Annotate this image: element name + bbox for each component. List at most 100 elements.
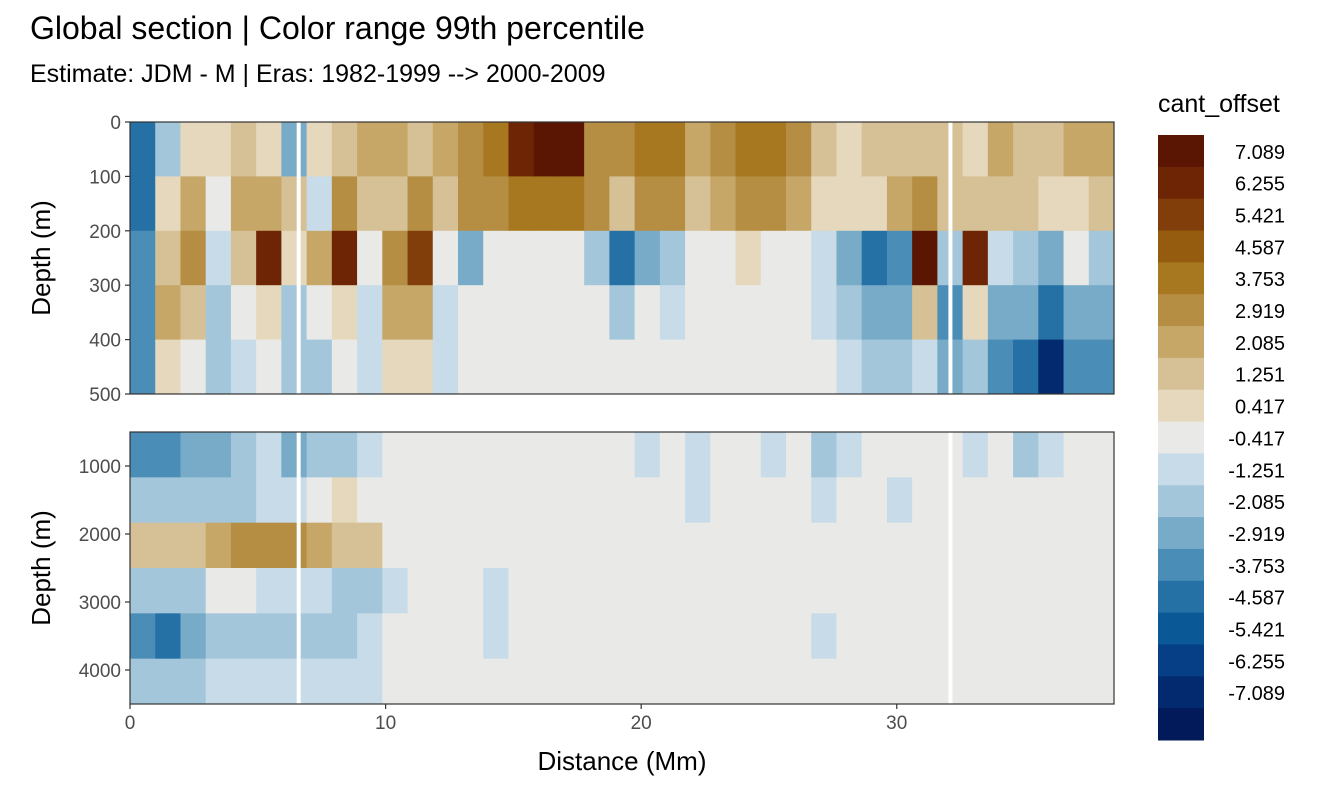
heatmap-cell — [281, 230, 308, 286]
heatmap-cell — [760, 285, 787, 341]
heatmap-cell — [281, 522, 308, 569]
lower-heatmap-cells — [130, 432, 1114, 704]
legend-color-bin — [1158, 548, 1204, 582]
heatmap-cell — [634, 176, 661, 232]
heatmap-cell — [331, 658, 358, 704]
heatmap-cell — [1013, 230, 1039, 286]
heatmap-cell — [306, 339, 333, 394]
heatmap-cell — [912, 658, 938, 704]
heatmap-cell — [987, 339, 1014, 394]
heatmap-cell — [735, 230, 762, 286]
heatmap-cell — [1063, 613, 1090, 660]
heatmap-cell — [1063, 176, 1090, 232]
heatmap-cell — [836, 285, 863, 341]
y-tick-label: 2000 — [79, 525, 121, 546]
heatmap-cell — [533, 432, 560, 478]
heatmap-cell — [811, 477, 838, 524]
heatmap-cell — [508, 568, 535, 614]
heatmap-cell — [634, 522, 661, 569]
upper-y-axis: 0 100 200 300 400 500 — [89, 113, 130, 406]
heatmap-cell — [533, 658, 560, 704]
heatmap-cell — [483, 613, 510, 660]
heatmap-cell — [760, 176, 787, 232]
heatmap-cell — [609, 122, 636, 177]
heatmap-cell — [710, 339, 737, 394]
legend-label: -0.417 — [1228, 428, 1285, 450]
heatmap-cell — [912, 432, 938, 478]
heatmap-cell — [836, 122, 863, 177]
heatmap-cell — [1088, 122, 1114, 177]
heatmap-cell — [281, 176, 308, 232]
heatmap-cell — [458, 285, 484, 341]
heatmap-cell — [836, 658, 863, 704]
heatmap-cell — [634, 285, 661, 341]
heatmap-cell — [861, 230, 888, 286]
y-tick-label: 300 — [89, 276, 121, 297]
heatmap-cell — [130, 176, 156, 232]
heatmap-cell — [634, 658, 661, 704]
heatmap-cell — [306, 568, 333, 614]
heatmap-cell — [886, 285, 913, 341]
heatmap-cell — [205, 658, 232, 704]
y-tick-label: 0 — [110, 113, 121, 134]
heatmap-cell — [281, 658, 308, 704]
heatmap-cell — [1063, 230, 1090, 286]
heatmap-cell — [281, 285, 308, 341]
heatmap-cell — [432, 658, 459, 704]
chart-subtitle: Estimate: JDM - M | Eras: 1982-1999 --> … — [30, 60, 606, 88]
legend-label: 0.417 — [1235, 397, 1285, 419]
heatmap-cell — [710, 176, 737, 232]
heatmap-cell — [886, 339, 913, 394]
chart-title: Global section | Color range 99th percen… — [30, 10, 645, 46]
upper-y-axis-title: Depth (m) — [26, 200, 56, 316]
heatmap-cell — [407, 339, 434, 394]
heatmap-cell — [811, 285, 838, 341]
heatmap-cell — [962, 176, 989, 232]
heatmap-cell — [281, 613, 308, 660]
heatmap-cell — [685, 613, 711, 660]
heatmap-cell — [987, 658, 1014, 704]
x-axis: 0 10 20 30 — [125, 704, 907, 734]
heatmap-cell — [230, 477, 257, 524]
heatmap-cell — [811, 658, 838, 704]
heatmap-cell — [306, 122, 333, 177]
heatmap-cell — [584, 522, 610, 569]
heatmap-cell — [1063, 285, 1090, 341]
heatmap-cell — [710, 522, 737, 569]
y-tick-label: 200 — [89, 222, 121, 243]
heatmap-cell — [130, 477, 156, 524]
heatmap-cell — [382, 613, 409, 660]
y-tick-label: 400 — [89, 331, 121, 352]
heatmap-cell — [962, 122, 989, 177]
heatmap-cell — [609, 230, 636, 286]
legend-color-bin — [1158, 517, 1204, 550]
heatmap-cell — [735, 477, 762, 524]
heatmap-cell — [407, 176, 434, 232]
heatmap-cell — [256, 522, 282, 569]
heatmap-cell — [180, 122, 207, 177]
heatmap-cell — [1088, 658, 1114, 704]
heatmap-cell — [912, 522, 938, 569]
heatmap-cell — [407, 613, 434, 660]
heatmap-cell — [609, 613, 636, 660]
heatmap-cell — [508, 285, 535, 341]
heatmap-cell — [130, 432, 156, 478]
heatmap-cell — [836, 477, 863, 524]
heatmap-cell — [205, 432, 232, 478]
heatmap-cell — [508, 432, 535, 478]
heatmap-cell — [256, 339, 282, 394]
heatmap-cell — [533, 477, 560, 524]
heatmap-cell — [432, 230, 459, 286]
heatmap-cell — [533, 568, 560, 614]
heatmap-cell — [987, 285, 1014, 341]
heatmap-cell — [987, 176, 1014, 232]
heatmap-cell — [382, 522, 409, 569]
x-tick-label: 30 — [886, 713, 907, 734]
heatmap-cell — [281, 477, 308, 524]
heatmap-cell — [1038, 522, 1065, 569]
heatmap-cell — [1013, 432, 1039, 478]
heatmap-cell — [256, 122, 282, 177]
heatmap-cell — [432, 522, 459, 569]
heatmap-cell — [306, 230, 333, 286]
heatmap-cell — [634, 339, 661, 394]
